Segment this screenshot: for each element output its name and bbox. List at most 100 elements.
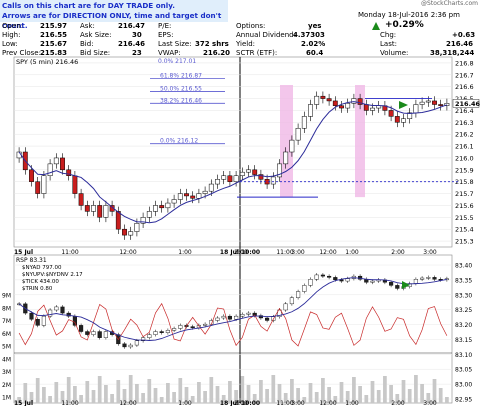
dividend-value: 4.37303 <box>293 31 325 39</box>
volume-bar <box>401 380 406 403</box>
volume-bar <box>110 394 114 403</box>
breadth-x-tick: 2:00 <box>234 400 248 406</box>
breadth-tick-label: 83.00 <box>455 382 472 389</box>
bid-size-value: 23 <box>132 49 142 57</box>
rsp-candle <box>134 340 139 346</box>
note-line-1: Calls on this chart are for DAY TRADE on… <box>2 1 175 10</box>
prev-close-label: Prev Close: <box>2 49 41 57</box>
candle-body <box>345 103 351 109</box>
breadth-x-tick: 18 Jul 10:00 <box>220 400 260 406</box>
volume-bar <box>35 378 40 403</box>
rsp-candle <box>215 317 220 321</box>
volume-bar <box>302 397 307 403</box>
price-x-tick: 1:00 <box>178 249 192 256</box>
rsp-candle <box>165 330 170 333</box>
volume-bar <box>203 391 207 403</box>
candle-body <box>153 205 158 212</box>
prev-close-value: 215.83 <box>40 49 68 57</box>
candle-body <box>320 95 326 99</box>
candle-body <box>301 116 307 129</box>
rsp-candle <box>54 306 59 311</box>
volume-tick-label: 9M <box>2 293 11 300</box>
rsp-candle <box>35 319 40 326</box>
breadth-tick-label: 83.05 <box>455 367 472 374</box>
rsp-candle <box>66 312 71 317</box>
ask-value: 216.47 <box>118 22 146 30</box>
volume-bar <box>153 388 158 403</box>
sctr-value: 60.4 <box>306 49 324 57</box>
breadth-legend-item: $NYUPV:$NYDNV 2.17 <box>22 272 83 278</box>
rsp-candle <box>29 312 34 320</box>
volume-bar <box>308 383 313 403</box>
volume-tick-label: 3M <box>2 369 11 376</box>
volume-bar <box>159 397 164 403</box>
volume-bar <box>91 390 96 403</box>
rsp-candle <box>178 325 183 329</box>
day-trade-note: Calls on this chart are for DAY TRADE on… <box>0 0 228 30</box>
candle-body <box>128 231 134 236</box>
volume-bar <box>364 395 369 403</box>
volume-bar <box>376 390 381 403</box>
date-stamp: Monday 18-Jul-2016 2:36 pm <box>358 11 460 19</box>
direction-arrow-icon <box>399 101 408 109</box>
rsp-candle <box>389 282 394 286</box>
low-value: 215.67 <box>40 40 68 48</box>
candle-body <box>401 118 406 123</box>
last-size-value: 372 shrs <box>195 40 229 48</box>
price-tick-label: 215.6 <box>455 202 474 210</box>
price-tick-label: 215.7 <box>455 190 474 198</box>
breadth-legend-item: $TICK 434.00 <box>22 279 59 285</box>
candle-body <box>196 193 202 199</box>
breadth-x-tick: 1:00 <box>345 400 359 406</box>
rsp-candle <box>60 306 65 314</box>
volume-bar <box>438 388 443 403</box>
sctr-label: SCTR (ETF): <box>236 49 278 57</box>
rsp-candle <box>203 323 208 326</box>
candle-body <box>258 174 264 180</box>
volume-bar <box>197 382 201 403</box>
candle-body <box>146 211 152 218</box>
breadth-tick-label: 82.95 <box>455 397 472 404</box>
rsp-candle <box>395 285 400 289</box>
breadth-tick-label: 83.20 <box>455 322 472 329</box>
rsp-candle <box>339 279 344 282</box>
breadth-tick-label: 83.35 <box>455 277 472 284</box>
candle-body <box>419 101 425 105</box>
price-tick-label: 216.7 <box>455 71 474 79</box>
options-label: Options: <box>236 22 266 30</box>
price-x-tick: 3:00 <box>291 249 305 256</box>
open-row: Open: <box>2 22 23 30</box>
volume-bar <box>166 383 170 403</box>
volume-bar <box>221 395 226 403</box>
breadth-legend-item: $NYAD 797.00 <box>22 265 62 271</box>
volume-bar <box>128 375 133 403</box>
candle-body <box>314 95 320 105</box>
price-x-tick: 2:00 <box>234 249 248 256</box>
price-x-tick: 11:00 <box>276 249 293 256</box>
candle-body <box>134 223 140 232</box>
breadth-line <box>18 302 448 347</box>
candle-body <box>332 100 338 106</box>
candle-body <box>60 157 65 171</box>
bid-size-label: Bid Size: <box>80 49 111 57</box>
candle-body <box>66 169 72 176</box>
volume-bar <box>432 379 437 403</box>
rsp-candle <box>172 328 177 331</box>
price-tick-label: 216.1 <box>455 143 474 151</box>
breadth-arrow-icon <box>402 281 410 289</box>
volume-bar <box>327 387 331 403</box>
rsp-candle <box>296 291 301 298</box>
rsp-candle <box>289 297 294 305</box>
candle-body <box>363 104 369 111</box>
stockcharts-watermark: @StockCharts.com <box>421 0 478 7</box>
volume-bar <box>246 385 251 403</box>
candle-body <box>425 100 431 103</box>
rsp-candle <box>159 331 164 333</box>
candle-body <box>326 98 332 102</box>
volume-bar <box>104 385 108 403</box>
volume-bar <box>48 396 52 403</box>
price-x-tick: 18 Jul 10:00 <box>220 249 260 256</box>
candle-body <box>370 107 375 111</box>
price-tick-label: 216.8 <box>455 59 474 67</box>
breadth-x-tick: 3:00 <box>423 400 437 406</box>
